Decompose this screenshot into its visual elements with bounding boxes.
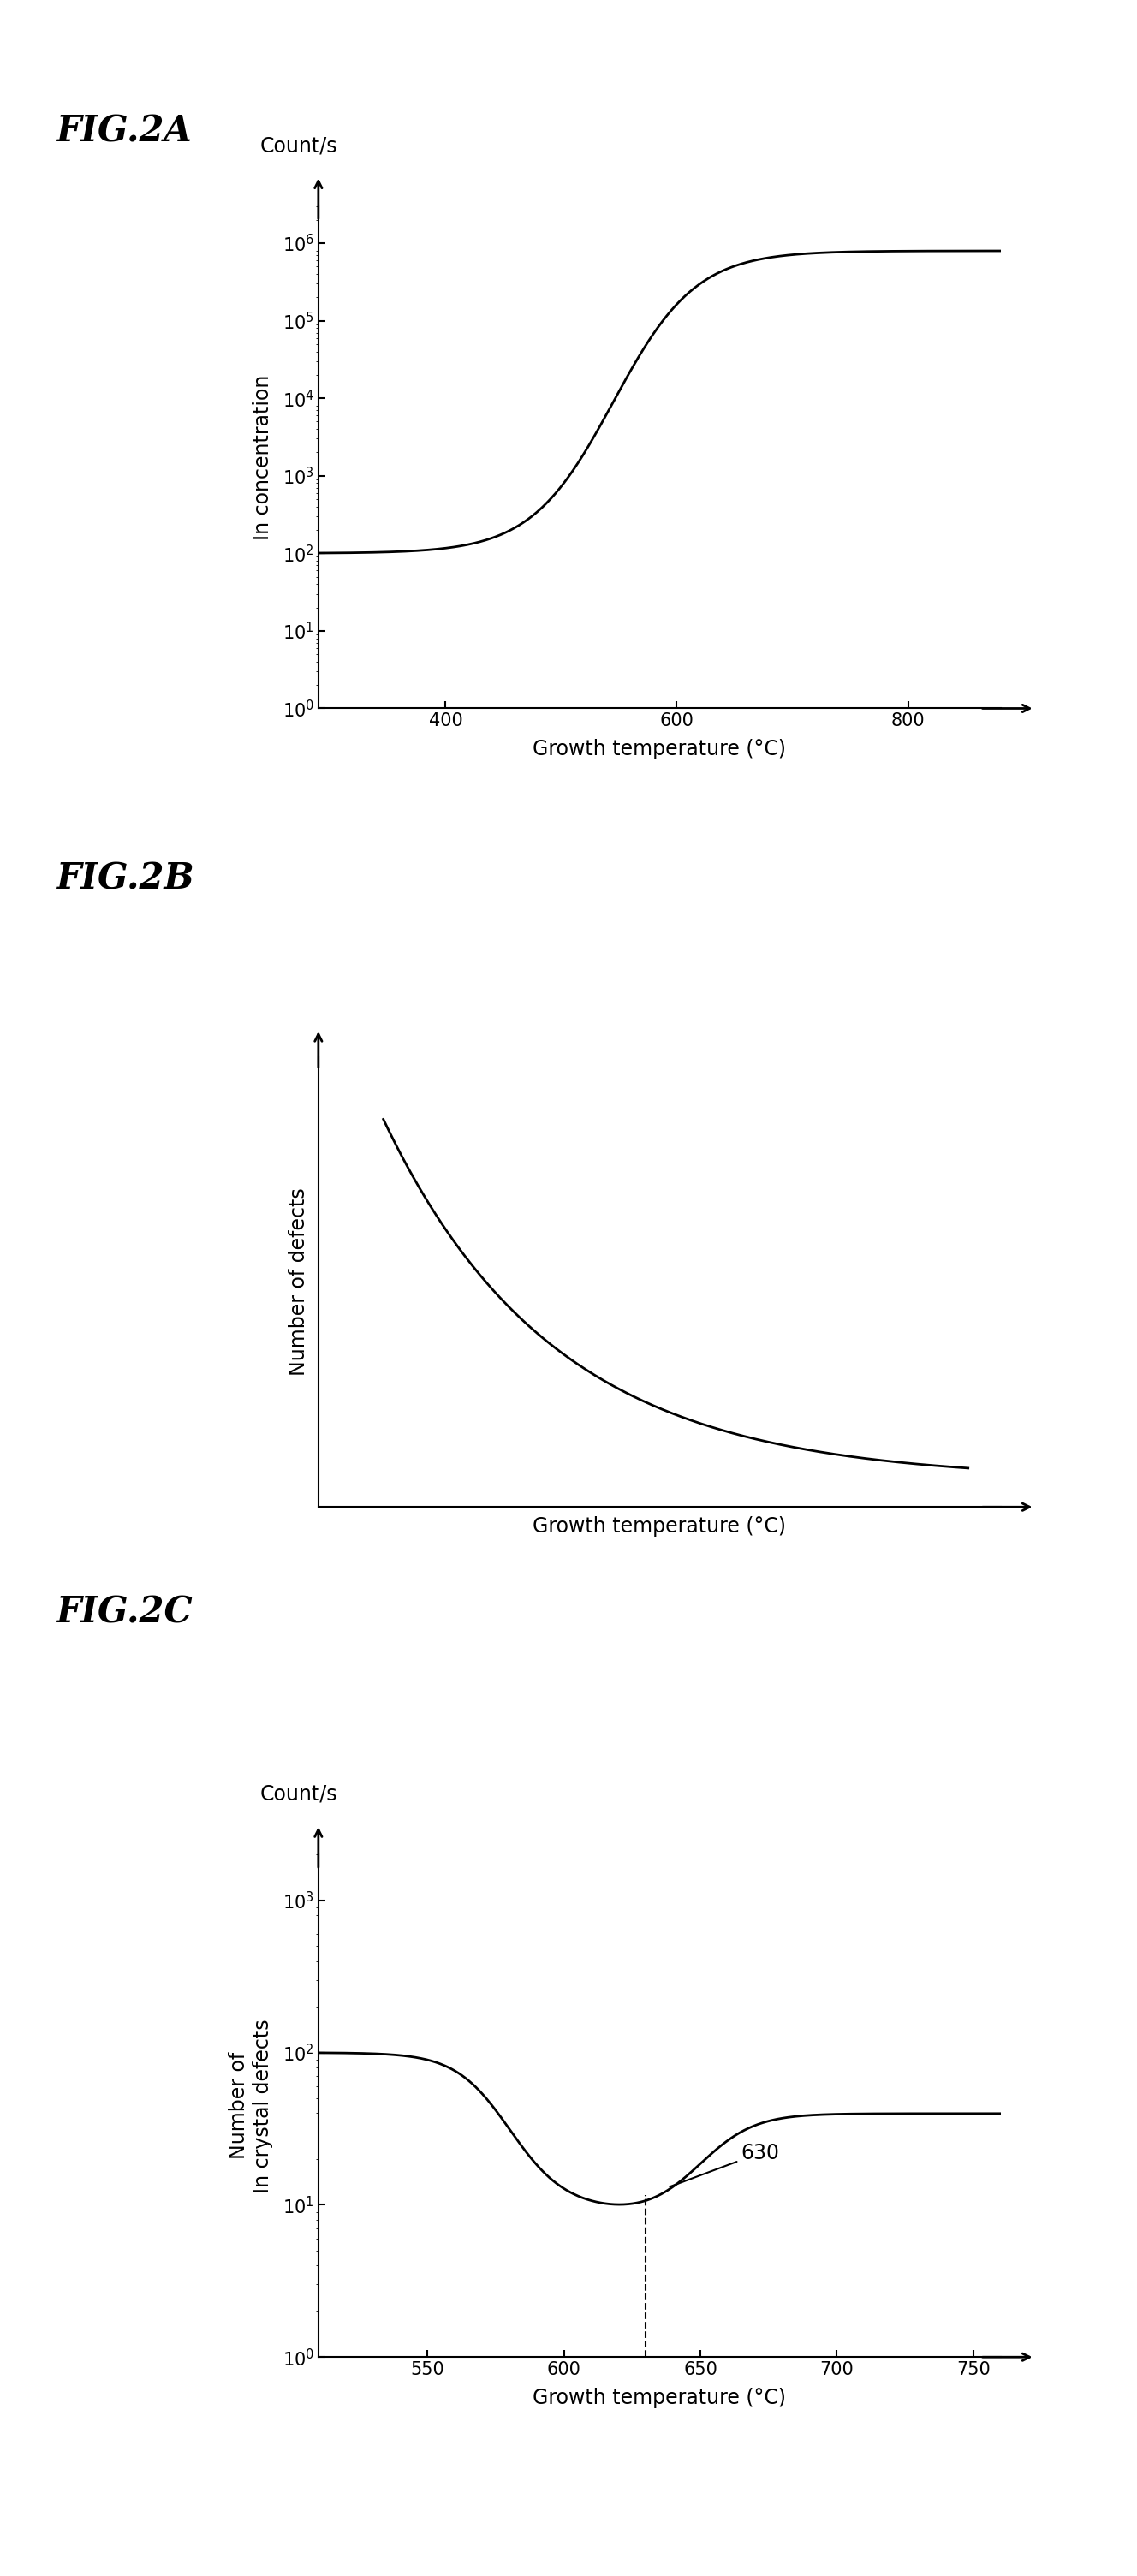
Text: 630: 630 [670, 2143, 780, 2187]
Text: FIG.2C: FIG.2C [57, 1595, 193, 1631]
X-axis label: Growth temperature (°C): Growth temperature (°C) [533, 1517, 786, 1538]
Text: FIG.2B: FIG.2B [57, 860, 196, 896]
Y-axis label: Number of defects: Number of defects [289, 1188, 309, 1376]
Text: Count/s: Count/s [260, 1785, 338, 1803]
Y-axis label: In concentration: In concentration [252, 374, 273, 541]
Text: FIG.2A: FIG.2A [57, 113, 193, 149]
Y-axis label: Number of
In crystal defects: Number of In crystal defects [229, 2020, 273, 2192]
X-axis label: Growth temperature (°C): Growth temperature (°C) [533, 739, 786, 760]
X-axis label: Growth temperature (°C): Growth temperature (°C) [533, 2388, 786, 2409]
Text: Count/s: Count/s [260, 137, 338, 157]
